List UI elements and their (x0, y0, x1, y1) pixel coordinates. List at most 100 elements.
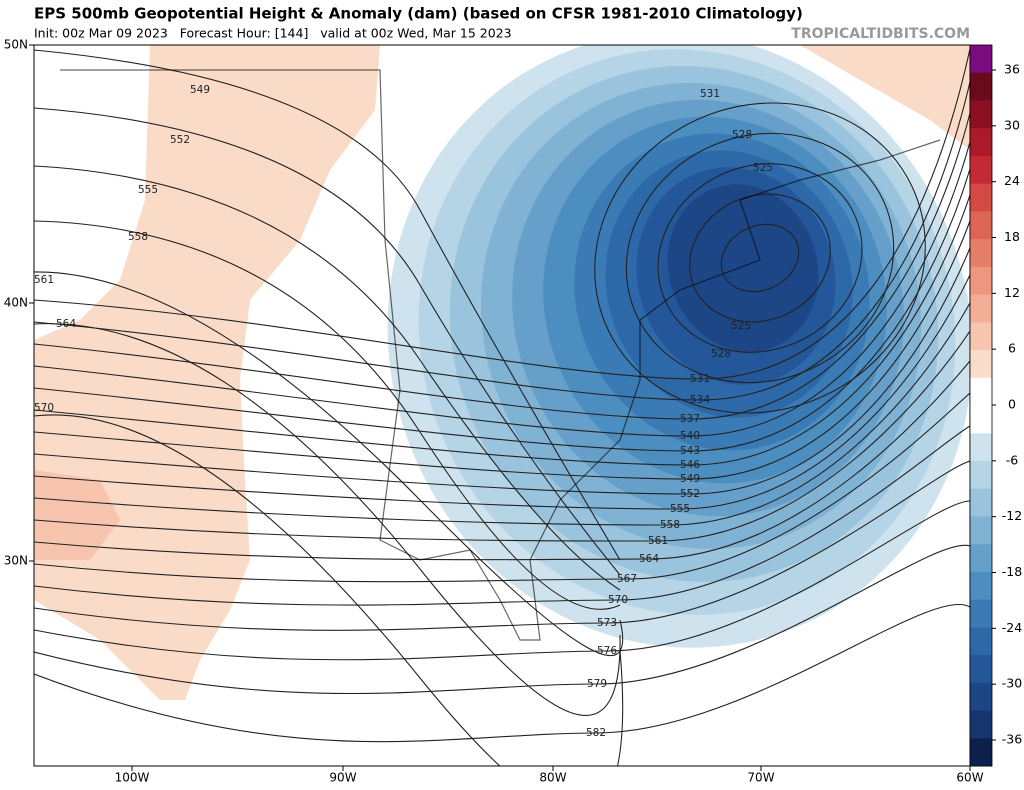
contour-label: 567 (617, 573, 637, 585)
contour-label: 549 (680, 473, 700, 485)
contour-line (34, 500, 970, 661)
contour-label: 534 (690, 394, 710, 406)
colorbar-label: -24 (1002, 620, 1022, 635)
warm-anomaly (34, 45, 380, 700)
colorbar-segment (970, 460, 992, 490)
colorbar-segment (970, 266, 992, 296)
contour-line (720, 223, 800, 293)
contour-line (34, 81, 970, 401)
lat-label: 40N (4, 296, 28, 310)
contour-label: 570 (34, 402, 54, 414)
colorbar-segment (970, 128, 992, 157)
contour-label: 555 (138, 184, 158, 196)
colorbar-segment (970, 433, 992, 462)
colorbar-segment (970, 682, 992, 712)
colorbar-label: 36 (1004, 62, 1020, 77)
colorbar-segment (970, 350, 992, 379)
labels: 50N 40N 30N 100W 90W 80W 70W 60W 549 552 555 558 561… (4, 38, 984, 785)
contour-label: 549 (190, 84, 210, 96)
colorbar-label: 12 (1004, 285, 1020, 300)
colorbar-label: 6 (1008, 341, 1016, 356)
lon-label: 70W (747, 771, 774, 785)
contour-label: 564 (56, 318, 76, 330)
contour-line (34, 360, 970, 561)
contour-label: 552 (680, 488, 700, 500)
colorbar-label: -36 (1002, 732, 1022, 747)
colorbar-label: -12 (1002, 508, 1022, 523)
colorbar-segment (970, 45, 992, 74)
colorbar-segment (970, 72, 992, 101)
contour-label: 546 (680, 459, 700, 471)
colorbar-label: -30 (1002, 676, 1022, 691)
colorbar-segment (970, 571, 992, 601)
lon-label: 80W (539, 771, 566, 785)
contour-label: 570 (608, 594, 628, 606)
contour-line (34, 302, 970, 526)
contour-line (34, 168, 970, 452)
colorbar-segment (970, 211, 992, 240)
contour-label: 561 (648, 535, 668, 547)
contour-line (34, 194, 970, 466)
contour-line (594, 102, 926, 414)
colorbar-segment (970, 183, 992, 212)
contour-label: 561 (34, 274, 54, 286)
colorbar-segment (970, 516, 992, 545)
lon-label: 60W (956, 771, 983, 785)
contour-label: 540 (680, 430, 700, 442)
contour-label: 564 (639, 553, 659, 565)
contour-line (34, 274, 970, 510)
colorbar-segment (970, 405, 992, 434)
contour-line (34, 49, 621, 561)
contour-label: 525 (753, 162, 773, 174)
contour-line (34, 107, 621, 576)
contour-line (34, 604, 970, 743)
colorbar-segment (970, 655, 992, 684)
lon-label: 90W (329, 771, 356, 785)
colorbar-segment (970, 488, 992, 517)
warm-anomaly (34, 470, 120, 560)
colorbar-segment (970, 377, 992, 406)
boundaries (60, 69, 941, 641)
contour-line (34, 460, 970, 631)
contour-line (34, 544, 970, 695)
contour-line (34, 112, 970, 420)
lon-label: 100W (115, 771, 150, 785)
anomaly-level (667, 184, 819, 352)
colorbar-segment (970, 710, 992, 739)
contour-label: 555 (670, 503, 690, 515)
cold-anomaly (387, 45, 970, 648)
contour-label: 579 (587, 678, 607, 690)
contour-label: 573 (597, 617, 617, 629)
colorbar-label: 0 (1008, 397, 1016, 412)
contours (34, 48, 970, 766)
contour-line (625, 132, 895, 384)
contour-label: 528 (711, 348, 731, 360)
colorbar-label: -18 (1002, 564, 1022, 579)
contour-line (34, 141, 970, 437)
warm-anomaly (800, 45, 970, 150)
lat-label: 30N (4, 554, 28, 568)
contour-label: 543 (680, 445, 700, 457)
colorbar: 36 30 24 18 12 6 0 -6 -12 -18 -24 -30 -36 (969, 44, 1022, 767)
contour-line (34, 425, 970, 606)
colorbar-segment (970, 294, 992, 323)
contour-line (34, 414, 624, 766)
contour-label: 528 (732, 129, 752, 141)
colorbar-segment (970, 738, 992, 767)
contour-label: 576 (597, 645, 617, 657)
contour-label: 558 (128, 231, 148, 243)
contour-line (34, 392, 970, 583)
colorbar-label: -6 (1006, 452, 1019, 467)
contour-line (34, 247, 970, 495)
contour-label: 531 (690, 373, 710, 385)
contour-line (34, 220, 970, 480)
contour-line (34, 165, 621, 591)
colorbar-label: 18 (1004, 229, 1020, 244)
contour-line (34, 48, 970, 380)
colorbar-label: 24 (1004, 173, 1020, 188)
colorbar-segment (970, 155, 992, 185)
contour-line (34, 330, 970, 542)
colorbar-label: 30 (1004, 117, 1020, 132)
contour-label: 558 (660, 519, 680, 531)
contour-line (34, 271, 624, 656)
